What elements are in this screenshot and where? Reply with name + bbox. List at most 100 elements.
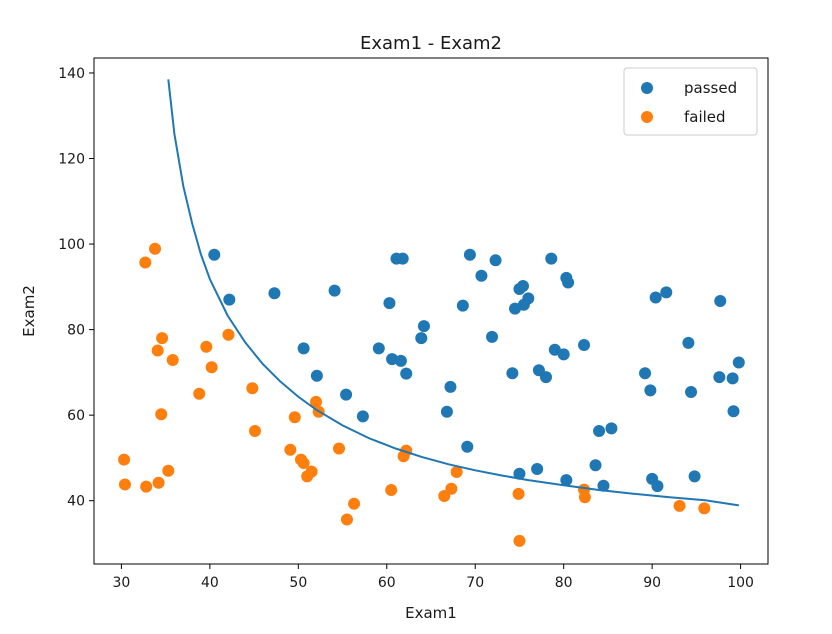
- passed-point: [297, 342, 310, 355]
- y-axis: 40 60 80 100 120 140: [58, 66, 94, 510]
- passed-point: [444, 380, 457, 393]
- passed-point: [516, 279, 529, 292]
- passed-point: [651, 480, 664, 493]
- failed-point: [297, 457, 310, 470]
- passed-point: [545, 252, 558, 265]
- passed-point: [557, 348, 570, 361]
- passed-point: [356, 410, 369, 423]
- y-tick-label: 100: [58, 237, 85, 253]
- passed-point: [589, 459, 602, 472]
- y-tick-label: 60: [67, 408, 85, 424]
- decision-boundary-line: [167, 79, 739, 507]
- failed-point: [118, 478, 131, 491]
- passed-point: [383, 297, 396, 310]
- passed-point: [593, 424, 606, 437]
- x-tick-label: 40: [201, 575, 219, 591]
- passed-point: [562, 276, 575, 289]
- x-tick-label: 90: [643, 575, 661, 591]
- passed-point: [605, 422, 618, 435]
- x-axis-label: Exam1: [405, 604, 457, 622]
- passed-point: [726, 372, 739, 385]
- passed-point: [396, 252, 409, 265]
- axes-frame: [93, 57, 769, 565]
- failed-point: [333, 442, 346, 455]
- passed-point: [486, 330, 499, 343]
- passed-point: [475, 269, 488, 282]
- failed-point: [698, 502, 711, 515]
- legend-label-failed: failed: [684, 108, 726, 126]
- legend-box: [623, 67, 758, 136]
- passed-point: [489, 254, 502, 267]
- passed-point: [578, 339, 591, 351]
- failed-point: [512, 487, 525, 500]
- failed-point: [149, 242, 162, 255]
- passed-point: [340, 388, 353, 401]
- failed-point: [156, 332, 169, 345]
- passed-point: [682, 336, 695, 349]
- failed-point: [385, 484, 398, 496]
- passed-point: [456, 299, 469, 312]
- passed-point: [268, 287, 281, 300]
- passed-point: [415, 332, 428, 345]
- failed-point: [162, 464, 175, 477]
- failed-point: [205, 361, 218, 374]
- passed-point: [522, 292, 535, 305]
- passed-point: [372, 342, 385, 355]
- passed-point: [506, 367, 519, 380]
- x-axis: 30 40 50 60 70 80 90 100: [113, 564, 754, 591]
- passed-point: [513, 467, 526, 480]
- failed-point: [673, 499, 686, 512]
- x-tick-label: 30: [113, 575, 131, 591]
- passed-point: [639, 367, 652, 380]
- failed-point: [166, 353, 179, 366]
- failed-point: [288, 411, 301, 424]
- passed-point: [223, 293, 236, 306]
- passed-point: [713, 371, 726, 384]
- y-tick-label: 140: [58, 66, 85, 82]
- x-tick-label: 50: [289, 575, 307, 591]
- passed-point: [463, 248, 476, 261]
- y-axis-label: Exam2: [20, 285, 38, 337]
- passed-point: [417, 320, 430, 333]
- failed-point: [513, 534, 526, 547]
- passed-point: [400, 367, 413, 380]
- passed-point: [597, 479, 610, 492]
- plot-area: [118, 79, 745, 547]
- x-tick-label: 70: [466, 575, 484, 591]
- passed-point: [649, 291, 662, 304]
- chart-title: Exam1 - Exam2: [360, 33, 502, 54]
- passed-point: [539, 371, 552, 384]
- failed-point: [151, 344, 164, 357]
- failed-point: [139, 256, 152, 269]
- series-passed: [208, 248, 745, 493]
- failed-point: [248, 424, 261, 437]
- passed-point: [714, 294, 727, 307]
- x-tick-label: 100: [727, 575, 754, 591]
- passed-point: [310, 369, 323, 382]
- passed-point: [660, 286, 673, 299]
- passed-point: [394, 354, 407, 367]
- failed-point: [155, 408, 168, 421]
- passed-point: [560, 474, 573, 487]
- y-tick-label: 120: [58, 152, 85, 168]
- passed-point: [461, 440, 474, 453]
- passed-point: [688, 470, 701, 483]
- failed-point: [222, 328, 235, 341]
- legend-marker-passed: [641, 82, 653, 94]
- failed-point: [340, 513, 353, 526]
- x-tick-label: 60: [378, 575, 396, 591]
- legend-marker-failed: [641, 111, 653, 123]
- passed-point: [328, 284, 341, 297]
- legend: passed failed: [623, 67, 758, 136]
- failed-point: [152, 476, 165, 489]
- passed-point: [727, 405, 740, 418]
- failed-point: [200, 340, 213, 353]
- failed-point: [578, 491, 591, 504]
- x-tick-label: 80: [555, 575, 573, 591]
- failed-point: [348, 497, 361, 510]
- passed-point: [685, 386, 698, 399]
- passed-point: [732, 356, 745, 369]
- failed-point: [118, 453, 131, 466]
